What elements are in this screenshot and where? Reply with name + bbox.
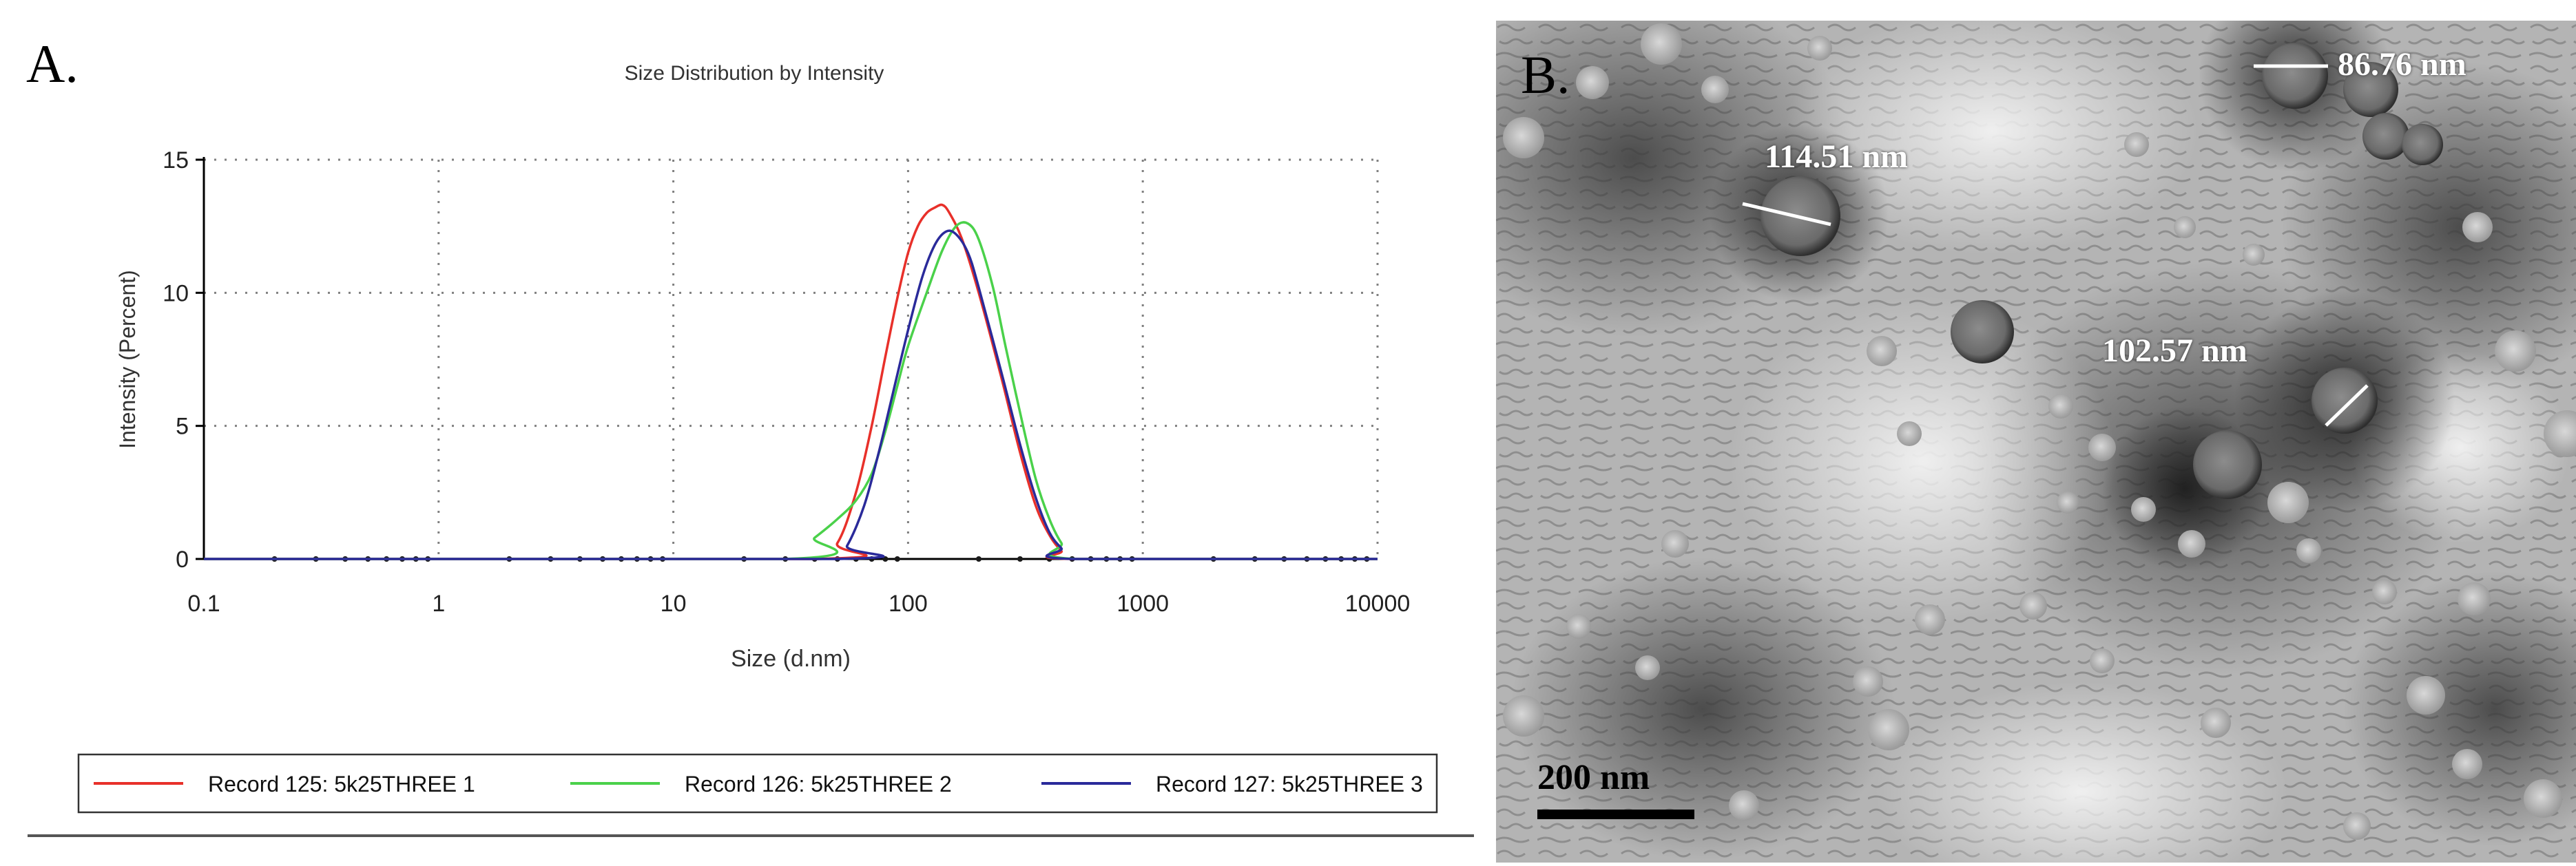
tem-micrograph bbox=[1496, 21, 2576, 863]
legend-entry-2: Record 126: 5k25THREE 2 bbox=[685, 772, 952, 796]
x-minor-tick bbox=[975, 556, 981, 562]
x-tick-label: 10000 bbox=[1345, 591, 1411, 617]
chart-title: Size Distribution by Intensity bbox=[625, 62, 884, 85]
panel-a: A. 0.1 1 10 100 1000 10000 0 5 10 15 Size Distribu… bbox=[26, 34, 1474, 837]
series-line-2 bbox=[204, 221, 1378, 560]
y-axis-label: Intensity (Percent) bbox=[115, 270, 140, 449]
legend-entry-1: Record 125: 5k25THREE 1 bbox=[208, 772, 475, 796]
panel-b-label: B. bbox=[1521, 45, 1570, 105]
x-tick-label: 100 bbox=[889, 591, 928, 617]
y-tick-label: 0 bbox=[176, 547, 189, 573]
measurement-label-102nm: 102.57 nm bbox=[2102, 332, 2247, 369]
scale-bar-label: 200 nm bbox=[1537, 758, 1650, 797]
measurement-label-114nm: 114.51 nm bbox=[1765, 138, 1909, 175]
scale-bar bbox=[1537, 810, 1694, 819]
large-particles bbox=[1760, 43, 2443, 499]
x-minor-tick bbox=[1017, 556, 1024, 562]
x-tick-label: 10 bbox=[661, 591, 687, 617]
y-tick-label: 15 bbox=[163, 147, 189, 173]
legend-entry-3: Record 127: 5k25THREE 3 bbox=[1156, 772, 1423, 796]
x-minor-tick bbox=[894, 556, 900, 562]
series-line-3 bbox=[204, 229, 1378, 560]
measurement-label-86nm: 86.76 nm bbox=[2338, 46, 2466, 83]
x-tick-label: 0.1 bbox=[187, 591, 220, 617]
measurement-lines bbox=[1742, 64, 2369, 427]
x-tick-label: 1000 bbox=[1116, 591, 1169, 617]
series-line-1 bbox=[204, 203, 1378, 560]
x-minor-tick bbox=[882, 556, 889, 562]
panel-b-tem-image: B. 86.76 nm 114.51 nm 102.57 nm 200 nm bbox=[1496, 21, 2576, 863]
x-axis-label: Size (d.nm) bbox=[731, 646, 851, 672]
x-tick-label: 1 bbox=[432, 591, 445, 617]
size-distribution-chart: 0.1 1 10 100 1000 10000 0 5 10 15 Size Distributio… bbox=[28, 62, 1474, 837]
y-tick-label: 10 bbox=[163, 280, 189, 306]
y-tick-label: 5 bbox=[176, 414, 189, 440]
legend-box bbox=[77, 753, 1438, 814]
panel-a-label: A. bbox=[26, 34, 79, 94]
small-particles bbox=[1503, 23, 2576, 840]
